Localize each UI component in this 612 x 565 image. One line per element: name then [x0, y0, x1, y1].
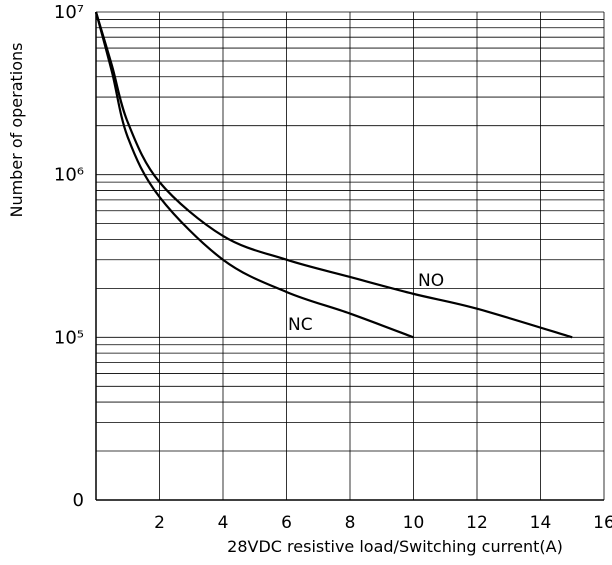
y-tick-label: 10⁶ [54, 165, 84, 186]
x-tick-label: 4 [218, 513, 229, 533]
x-tick-label: 12 [466, 513, 488, 533]
y-tick-label: 10⁷ [54, 2, 84, 23]
x-tick-label: 10 [403, 513, 425, 533]
y-tick-label: 10⁵ [54, 327, 84, 348]
series-line [94, 11, 573, 339]
series-line [94, 11, 414, 339]
x-tick-label: 8 [345, 513, 356, 533]
x-axis-title: 28VDC resistive load/Switching current(A… [227, 537, 563, 556]
x-tick-label: 16 [593, 513, 612, 533]
x-tick-label: 6 [281, 513, 292, 533]
x-tick-label: 14 [530, 513, 552, 533]
series-label: NC [288, 315, 313, 335]
x-tick-label: 2 [154, 513, 165, 533]
y-tick-label: 0 [73, 490, 84, 511]
series-label: NO [418, 271, 444, 291]
y-axis-title: Number of operations [7, 42, 26, 217]
